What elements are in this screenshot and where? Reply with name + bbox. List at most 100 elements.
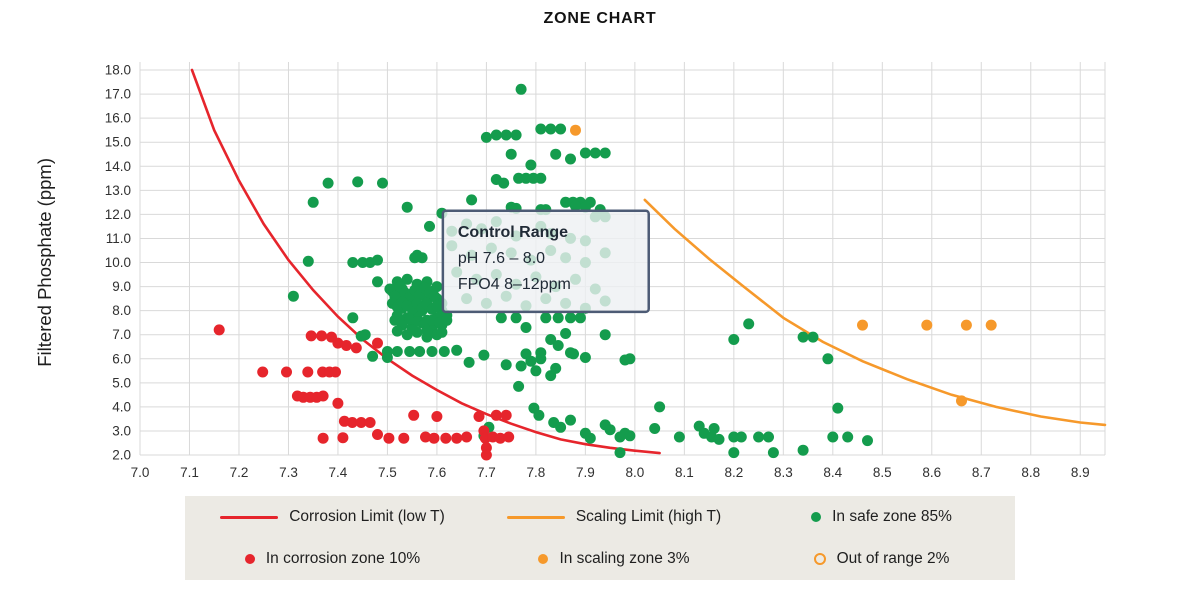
corrosion-zone-point bbox=[383, 432, 395, 444]
safe-zone-point bbox=[438, 346, 450, 357]
control-range-box bbox=[441, 209, 650, 314]
legend-item-label: Out of range 2% bbox=[836, 550, 950, 567]
safe-zone-point bbox=[441, 314, 453, 326]
safe-zone-point bbox=[347, 257, 359, 268]
corrosion-zone-point bbox=[473, 411, 485, 422]
safe-zone-point bbox=[404, 346, 416, 357]
safe-zone-point bbox=[555, 421, 567, 433]
safe-zone-point bbox=[555, 123, 567, 135]
safe-zone-point bbox=[767, 447, 779, 459]
corrosion-zone-point bbox=[213, 324, 225, 336]
safe-zone-point bbox=[355, 330, 367, 342]
corrosion-zone-point bbox=[480, 449, 492, 461]
safe-zone-point bbox=[614, 447, 626, 459]
safe-zone-point bbox=[510, 312, 522, 324]
x-tick-label: 7.0 bbox=[131, 465, 150, 480]
safe-zone-point bbox=[401, 201, 413, 213]
corrosion-zone-point bbox=[257, 366, 269, 378]
safe-zone-point bbox=[510, 129, 522, 141]
legend-marker-circle bbox=[813, 553, 826, 565]
safe-zone-point bbox=[842, 431, 854, 443]
corrosion-zone-point bbox=[494, 432, 506, 444]
safe-zone-point bbox=[574, 312, 586, 324]
corrosion-zone-point bbox=[332, 337, 344, 349]
x-tick-label: 7.5 bbox=[378, 465, 397, 480]
safe-zone-point bbox=[381, 352, 393, 363]
legend-marker-line bbox=[506, 515, 565, 519]
safe-zone-point bbox=[466, 194, 478, 206]
x-tick-label: 8.4 bbox=[823, 465, 842, 480]
safe-zone-point bbox=[367, 350, 379, 362]
safe-zone-point bbox=[807, 331, 819, 343]
safe-zone-point bbox=[822, 353, 834, 365]
safe-zone-point bbox=[599, 329, 611, 341]
corrosion-zone-point bbox=[490, 409, 502, 421]
safe-zone-point bbox=[533, 409, 545, 421]
x-tick-label: 8.6 bbox=[922, 465, 941, 480]
corrosion-zone-point bbox=[428, 432, 440, 444]
safe-zone-point bbox=[624, 430, 636, 442]
y-tick-label: 18.0 bbox=[105, 63, 131, 78]
safe-zone-point bbox=[500, 359, 512, 371]
corrosion-zone-point bbox=[281, 366, 292, 378]
x-tick-label: 7.7 bbox=[477, 465, 496, 480]
safe-zone-point bbox=[372, 276, 383, 288]
scaling-zone-point bbox=[956, 395, 967, 407]
safe-zone-point bbox=[463, 356, 475, 368]
corrosion-zone-point bbox=[316, 330, 328, 342]
corrosion-zone-point bbox=[451, 432, 463, 444]
x-tick-label: 8.7 bbox=[972, 465, 991, 480]
safe-zone-point bbox=[673, 431, 685, 443]
legend-item: In scaling zone 3% bbox=[538, 550, 690, 568]
x-tick-label: 7.8 bbox=[527, 465, 546, 480]
safe-zone-point bbox=[401, 273, 413, 285]
safe-zone-point bbox=[565, 414, 576, 426]
safe-zone-point bbox=[568, 348, 579, 360]
y-tick-label: 12.0 bbox=[105, 207, 131, 222]
control-range-text: FPO4 8–12ppm bbox=[458, 276, 571, 293]
y-tick-label: 13.0 bbox=[105, 183, 131, 198]
legend-item: In safe zone 85% bbox=[811, 508, 952, 526]
y-tick-label: 6.0 bbox=[112, 351, 131, 366]
safe-zone-point bbox=[520, 322, 532, 333]
safe-zone-point bbox=[735, 431, 747, 443]
safe-zone-point bbox=[728, 334, 740, 345]
corrosion-zone-point bbox=[346, 417, 358, 428]
safe-zone-point bbox=[377, 177, 388, 189]
safe-zone-point bbox=[584, 432, 596, 444]
safe-zone-point bbox=[579, 147, 591, 159]
y-tick-label: 10.0 bbox=[105, 255, 131, 270]
x-tick-label: 8.1 bbox=[675, 465, 694, 480]
safe-zone-point bbox=[431, 281, 443, 293]
safe-zone-point bbox=[570, 200, 581, 212]
safe-zone-point bbox=[391, 325, 403, 337]
legend-item-label: Scaling Limit (high T) bbox=[575, 508, 722, 525]
scaling-zone-point bbox=[960, 319, 972, 331]
x-tick-label: 7.3 bbox=[279, 465, 298, 480]
x-tick-label: 8.2 bbox=[724, 465, 743, 480]
safe-zone-point bbox=[428, 290, 440, 302]
safe-zone-point bbox=[302, 255, 314, 267]
safe-zone-point bbox=[579, 352, 591, 363]
legend-marker-dot bbox=[538, 554, 549, 564]
x-tick-label: 8.3 bbox=[774, 465, 793, 480]
corrosion-zone-point bbox=[503, 431, 515, 443]
scaling-zone-point bbox=[570, 124, 581, 136]
safe-zone-point bbox=[347, 312, 359, 324]
legend-item-label: In corrosion zone 10% bbox=[265, 550, 421, 567]
chart-title: ZONE CHART bbox=[543, 10, 657, 27]
safe-zone-point bbox=[535, 353, 547, 365]
safe-zone-point bbox=[862, 435, 873, 447]
safe-zone-point bbox=[495, 312, 507, 324]
safe-zone-point bbox=[540, 312, 552, 324]
y-tick-label: 7.0 bbox=[112, 327, 131, 342]
safe-zone-point bbox=[545, 123, 557, 135]
corrosion-zone-point bbox=[355, 417, 367, 428]
corrosion-zone-point bbox=[340, 340, 352, 351]
corrosion-zone-point bbox=[440, 432, 452, 444]
legend-item-label: In safe zone 85% bbox=[832, 508, 952, 525]
safe-zone-point bbox=[505, 148, 517, 160]
scaling-zone-point bbox=[857, 319, 868, 331]
safe-zone-point bbox=[515, 360, 527, 372]
